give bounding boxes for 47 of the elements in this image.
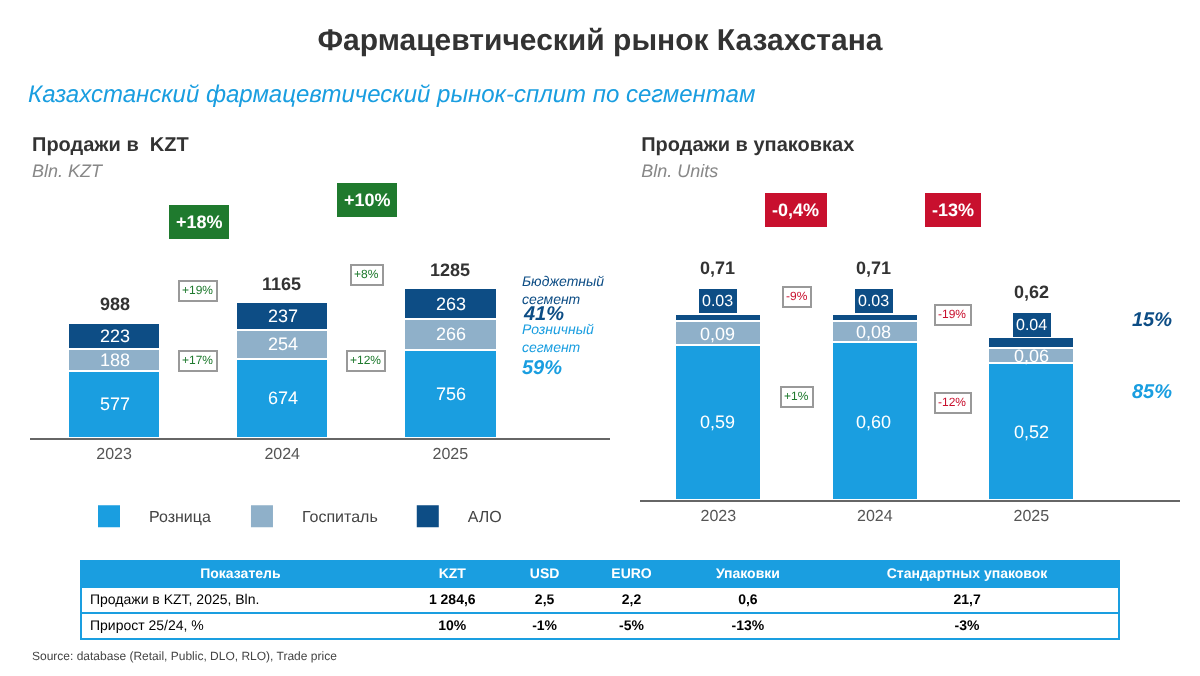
total-label: 0,71 — [700, 258, 736, 278]
x-tick-label: 2023 — [700, 507, 738, 526]
data-label: 0,09 — [700, 324, 736, 344]
text: +18% — [176, 212, 223, 232]
data-label: 237 — [268, 306, 299, 326]
data-label: 263 — [436, 294, 467, 314]
text: Фармацевтический рынок Казахстана — [315, 24, 885, 58]
x-tick-label: 2023 — [96, 445, 133, 464]
data-label: 188 — [100, 350, 131, 370]
legend-label: АЛО — [467, 508, 502, 527]
chart-title: Продажи в упаковках — [641, 134, 856, 157]
chart-title: Продажи в KZT — [32, 134, 189, 157]
total-label: 0,62 — [1014, 282, 1050, 302]
text: Казахстанский фармацевтический рынок-сплит по сегментам — [28, 80, 756, 108]
legend-label: Госпиталь — [301, 508, 378, 527]
data-label: 0,52 — [1014, 422, 1050, 442]
annotation: 41% — [522, 304, 565, 326]
text: -13% — [932, 200, 975, 220]
data-label: 0.03 — [858, 292, 891, 310]
x-tick-label: 2025 — [1013, 507, 1051, 526]
text: -0,4% — [772, 200, 820, 220]
total-label: 0,71 — [856, 258, 892, 278]
legend-label: Розница — [149, 508, 212, 527]
data-label: 223 — [100, 326, 131, 346]
x-tick-label: 2024 — [264, 445, 302, 464]
data-label: 254 — [268, 334, 299, 354]
data-label: 0,59 — [700, 412, 736, 432]
data-label: 756 — [436, 384, 467, 404]
data-label: 0,08 — [856, 322, 892, 342]
data-label: 0,06 — [1014, 346, 1050, 366]
chart-subtitle: Bln. Units — [641, 160, 720, 181]
data-label: 0,60 — [856, 412, 892, 432]
data-label: 0.03 — [702, 292, 735, 310]
data-label: 266 — [436, 324, 467, 344]
chart-subtitle: Bln. KZT — [32, 160, 106, 181]
x-tick-label: 2024 — [856, 507, 894, 526]
total-label: 1165 — [262, 274, 302, 294]
x-tick-label: 2025 — [432, 445, 470, 464]
data-label: 0.04 — [1016, 316, 1049, 334]
data-label: 674 — [268, 388, 299, 408]
annotation: 85% — [1132, 382, 1173, 404]
annotation: 15% — [1132, 310, 1173, 332]
annotation: 59% — [522, 358, 563, 380]
total-label: 1285 — [430, 260, 471, 280]
text: +10% — [344, 190, 391, 210]
total-label: 988 — [100, 294, 131, 314]
data-label: 577 — [100, 394, 131, 414]
